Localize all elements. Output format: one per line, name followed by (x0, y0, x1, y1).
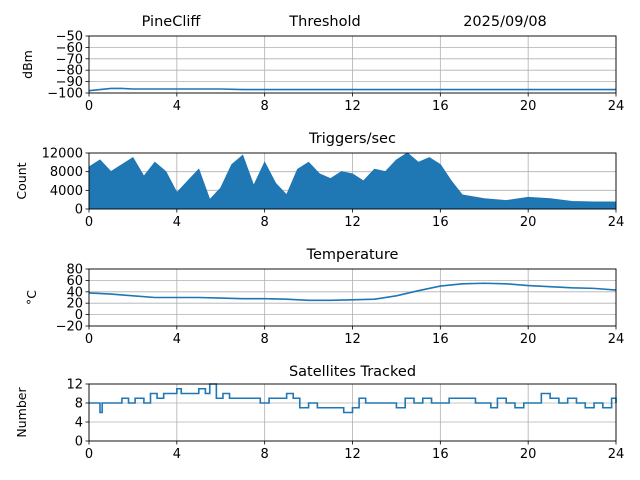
threshold-series-line (88, 87, 616, 92)
x-tick-label: 0 (85, 447, 93, 462)
x-tick-label: 20 (520, 332, 537, 347)
x-tick-label: 20 (520, 447, 537, 462)
x-tick-label: 24 (608, 99, 625, 114)
x-tick-label: 4 (173, 447, 181, 462)
y-tick-label: 12 (66, 378, 83, 393)
x-tick-label: 16 (432, 447, 449, 462)
panel-title: Satellites Tracked (289, 364, 416, 380)
satellites-panel: 0 4 8 12 16 20 24 0 4 8 12 Satellites Tracked Number (14, 364, 624, 462)
y-tick-label: 12000 (42, 147, 83, 162)
y-tick-label: 0 (75, 435, 83, 450)
temperature-series-line (88, 282, 617, 302)
y-axis-label: °C (24, 290, 39, 305)
y-axis-label: dBm (20, 50, 35, 79)
y-tick-label: 4 (75, 416, 83, 431)
x-tick-label: 8 (261, 99, 269, 114)
station-name: PineCliff (142, 14, 202, 30)
triggers-series-area (88, 152, 617, 210)
x-tick-label: 16 (432, 99, 449, 114)
x-tick-label: 4 (173, 332, 181, 347)
y-tick-label: 4000 (50, 184, 83, 199)
x-tick-label: 24 (608, 447, 625, 462)
x-tick-label: 4 (173, 215, 181, 230)
x-tick-label: 20 (520, 99, 537, 114)
y-tick-label: −50 (56, 30, 83, 45)
x-tick-label: 8 (261, 215, 269, 230)
y-tick-label: −20 (56, 320, 83, 335)
y-tick-label: 80 (66, 263, 83, 278)
x-tick-label: 8 (261, 332, 269, 347)
y-tick-label: 8 (75, 397, 83, 412)
panel-title: Triggers/sec (308, 131, 396, 147)
axes-frame (88, 268, 617, 327)
x-tick-label: 0 (85, 332, 93, 347)
header-subtitle: Threshold (288, 14, 360, 30)
y-tick-label: −80 (56, 64, 83, 79)
x-tick-label: 12 (344, 215, 361, 230)
x-tick-label: 20 (520, 215, 537, 230)
y-tick-label: 40 (66, 285, 83, 300)
x-tick-label: 16 (432, 332, 449, 347)
satellites-series-line (89, 383, 617, 414)
x-tick-label: 4 (173, 99, 181, 114)
axes-frame (88, 383, 617, 442)
y-tick-label: 0 (75, 308, 83, 323)
x-tick-label: 12 (344, 332, 361, 347)
y-tick-label: 8000 (50, 165, 83, 180)
x-tick-label: 12 (344, 99, 361, 114)
y-tick-label: 0 (75, 203, 83, 218)
x-tick-label: 12 (344, 447, 361, 462)
x-tick-label: 8 (261, 447, 269, 462)
header-date: 2025/09/08 (463, 14, 547, 30)
y-axis-label: Number (14, 387, 29, 438)
panel-title: Temperature (306, 247, 399, 263)
threshold-panel: 0 4 8 12 16 20 24 −100−90−80−70−60−50 dBm (20, 30, 624, 115)
axes-frame (88, 152, 617, 210)
x-tick-label: 0 (85, 215, 93, 230)
y-tick-label: −90 (56, 75, 83, 90)
y-tick-label: −100 (47, 87, 83, 102)
y-tick-label: 60 (66, 274, 83, 289)
y-axis-label: Count (14, 162, 29, 199)
x-tick-label: 16 (432, 215, 449, 230)
y-tick-label: 20 (66, 297, 83, 312)
x-tick-label: 24 (608, 332, 625, 347)
x-tick-label: 24 (608, 215, 625, 230)
x-tick-label: 0 (85, 99, 93, 114)
axes-frame (88, 35, 617, 94)
triggers-panel: 0 4 8 12 16 20 24 0 4000 8000 12000 Triggers/sec Cou… (14, 131, 624, 230)
y-tick-label: −70 (56, 52, 83, 67)
y-tick-label: −60 (56, 41, 83, 56)
